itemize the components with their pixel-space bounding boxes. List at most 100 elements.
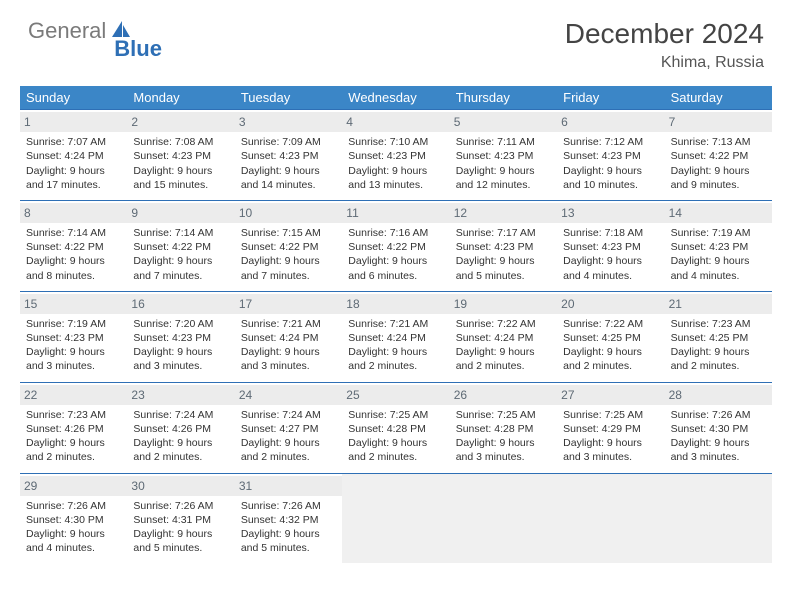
title-block: December 2024 Khima, Russia — [565, 18, 764, 72]
sunrise-text: Sunrise: 7:08 AM — [133, 135, 228, 149]
sunset-text: Sunset: 4:23 PM — [563, 149, 658, 163]
sunset-text: Sunset: 4:24 PM — [456, 331, 551, 345]
sunrise-text: Sunrise: 7:23 AM — [26, 408, 121, 422]
sunset-text: Sunset: 4:22 PM — [133, 240, 228, 254]
day-header-row: Sunday Monday Tuesday Wednesday Thursday… — [20, 86, 772, 109]
day-header: Wednesday — [342, 86, 449, 109]
sunrise-text: Sunrise: 7:07 AM — [26, 135, 121, 149]
sunset-text: Sunset: 4:22 PM — [26, 240, 121, 254]
day-number: 10 — [235, 203, 342, 223]
day-cell: 15Sunrise: 7:19 AMSunset: 4:23 PMDayligh… — [20, 292, 127, 382]
day-number: 19 — [450, 294, 557, 314]
sunrise-text: Sunrise: 7:17 AM — [456, 226, 551, 240]
sunrise-text: Sunrise: 7:21 AM — [241, 317, 336, 331]
day-cell: 19Sunrise: 7:22 AMSunset: 4:24 PMDayligh… — [450, 292, 557, 382]
week-row: 1Sunrise: 7:07 AMSunset: 4:24 PMDaylight… — [20, 109, 772, 200]
sunset-text: Sunset: 4:22 PM — [671, 149, 766, 163]
day-number: 9 — [127, 203, 234, 223]
daylight-text: Daylight: 9 hours and 15 minutes. — [133, 164, 228, 192]
day-number: 18 — [342, 294, 449, 314]
daylight-text: Daylight: 9 hours and 2 minutes. — [456, 345, 551, 373]
daylight-text: Daylight: 9 hours and 7 minutes. — [241, 254, 336, 282]
sunrise-text: Sunrise: 7:15 AM — [241, 226, 336, 240]
sunset-text: Sunset: 4:23 PM — [456, 240, 551, 254]
daylight-text: Daylight: 9 hours and 13 minutes. — [348, 164, 443, 192]
sunrise-text: Sunrise: 7:26 AM — [133, 499, 228, 513]
day-number: 16 — [127, 294, 234, 314]
day-number: 21 — [665, 294, 772, 314]
day-cell: 3Sunrise: 7:09 AMSunset: 4:23 PMDaylight… — [235, 110, 342, 200]
sunrise-text: Sunrise: 7:24 AM — [133, 408, 228, 422]
sunrise-text: Sunrise: 7:12 AM — [563, 135, 658, 149]
daylight-text: Daylight: 9 hours and 10 minutes. — [563, 164, 658, 192]
sunrise-text: Sunrise: 7:10 AM — [348, 135, 443, 149]
calendar: Sunday Monday Tuesday Wednesday Thursday… — [20, 86, 772, 563]
daylight-text: Daylight: 9 hours and 6 minutes. — [348, 254, 443, 282]
sunset-text: Sunset: 4:31 PM — [133, 513, 228, 527]
day-number: 26 — [450, 385, 557, 405]
day-cell: 8Sunrise: 7:14 AMSunset: 4:22 PMDaylight… — [20, 201, 127, 291]
sunset-text: Sunset: 4:23 PM — [133, 331, 228, 345]
day-cell: 21Sunrise: 7:23 AMSunset: 4:25 PMDayligh… — [665, 292, 772, 382]
sunset-text: Sunset: 4:23 PM — [456, 149, 551, 163]
sunrise-text: Sunrise: 7:22 AM — [563, 317, 658, 331]
header: General Blue December 2024 Khima, Russia — [0, 0, 792, 78]
sunset-text: Sunset: 4:25 PM — [563, 331, 658, 345]
weeks-container: 1Sunrise: 7:07 AMSunset: 4:24 PMDaylight… — [20, 109, 772, 563]
day-cell — [665, 474, 772, 564]
daylight-text: Daylight: 9 hours and 5 minutes. — [241, 527, 336, 555]
logo: General Blue — [28, 18, 162, 44]
day-cell: 5Sunrise: 7:11 AMSunset: 4:23 PMDaylight… — [450, 110, 557, 200]
day-cell: 1Sunrise: 7:07 AMSunset: 4:24 PMDaylight… — [20, 110, 127, 200]
daylight-text: Daylight: 9 hours and 17 minutes. — [26, 164, 121, 192]
sunset-text: Sunset: 4:30 PM — [26, 513, 121, 527]
day-cell: 25Sunrise: 7:25 AMSunset: 4:28 PMDayligh… — [342, 383, 449, 473]
daylight-text: Daylight: 9 hours and 7 minutes. — [133, 254, 228, 282]
day-number: 14 — [665, 203, 772, 223]
daylight-text: Daylight: 9 hours and 4 minutes. — [671, 254, 766, 282]
day-header: Sunday — [20, 86, 127, 109]
daylight-text: Daylight: 9 hours and 3 minutes. — [671, 436, 766, 464]
day-cell: 13Sunrise: 7:18 AMSunset: 4:23 PMDayligh… — [557, 201, 664, 291]
day-cell: 12Sunrise: 7:17 AMSunset: 4:23 PMDayligh… — [450, 201, 557, 291]
sunset-text: Sunset: 4:24 PM — [348, 331, 443, 345]
sunset-text: Sunset: 4:29 PM — [563, 422, 658, 436]
day-number: 29 — [20, 476, 127, 496]
sunrise-text: Sunrise: 7:26 AM — [241, 499, 336, 513]
week-row: 29 Sunrise: 7:26 AM Sunset: 4:30 PM Dayligh… — [20, 473, 772, 564]
day-cell — [450, 474, 557, 564]
day-cell: 2Sunrise: 7:08 AMSunset: 4:23 PMDaylight… — [127, 110, 234, 200]
day-cell — [557, 474, 664, 564]
day-number: 5 — [450, 112, 557, 132]
week-row: 15Sunrise: 7:19 AMSunset: 4:23 PMDayligh… — [20, 291, 772, 382]
location: Khima, Russia — [565, 54, 764, 72]
daylight-text: Daylight: 9 hours and 3 minutes. — [456, 436, 551, 464]
day-number: 15 — [20, 294, 127, 314]
day-number: 17 — [235, 294, 342, 314]
sunrise-text: Sunrise: 7:18 AM — [563, 226, 658, 240]
sunrise-text: Sunrise: 7:24 AM — [241, 408, 336, 422]
sunset-text: Sunset: 4:23 PM — [133, 149, 228, 163]
day-header: Saturday — [665, 86, 772, 109]
page-title: December 2024 — [565, 18, 764, 50]
day-cell: 23Sunrise: 7:24 AMSunset: 4:26 PMDayligh… — [127, 383, 234, 473]
daylight-text: Daylight: 9 hours and 2 minutes. — [563, 345, 658, 373]
day-number: 31 — [235, 476, 342, 496]
sunrise-text: Sunrise: 7:26 AM — [671, 408, 766, 422]
day-cell: 30Sunrise: 7:26 AMSunset: 4:31 PMDayligh… — [127, 474, 234, 564]
day-number: 25 — [342, 385, 449, 405]
daylight-text: Daylight: 9 hours and 2 minutes. — [241, 436, 336, 464]
logo-part1: General — [28, 18, 106, 44]
week-row: 8Sunrise: 7:14 AMSunset: 4:22 PMDaylight… — [20, 200, 772, 291]
day-header: Friday — [557, 86, 664, 109]
daylight-text: Daylight: 9 hours and 12 minutes. — [456, 164, 551, 192]
sunset-text: Sunset: 4:28 PM — [456, 422, 551, 436]
day-cell: 20Sunrise: 7:22 AMSunset: 4:25 PMDayligh… — [557, 292, 664, 382]
sunrise-text: Sunrise: 7:21 AM — [348, 317, 443, 331]
sunset-text: Sunset: 4:23 PM — [241, 149, 336, 163]
sunset-text: Sunset: 4:22 PM — [348, 240, 443, 254]
daylight-text: Daylight: 9 hours and 9 minutes. — [671, 164, 766, 192]
day-number: 27 — [557, 385, 664, 405]
day-number: 3 — [235, 112, 342, 132]
sunrise-text: Sunrise: 7:25 AM — [563, 408, 658, 422]
